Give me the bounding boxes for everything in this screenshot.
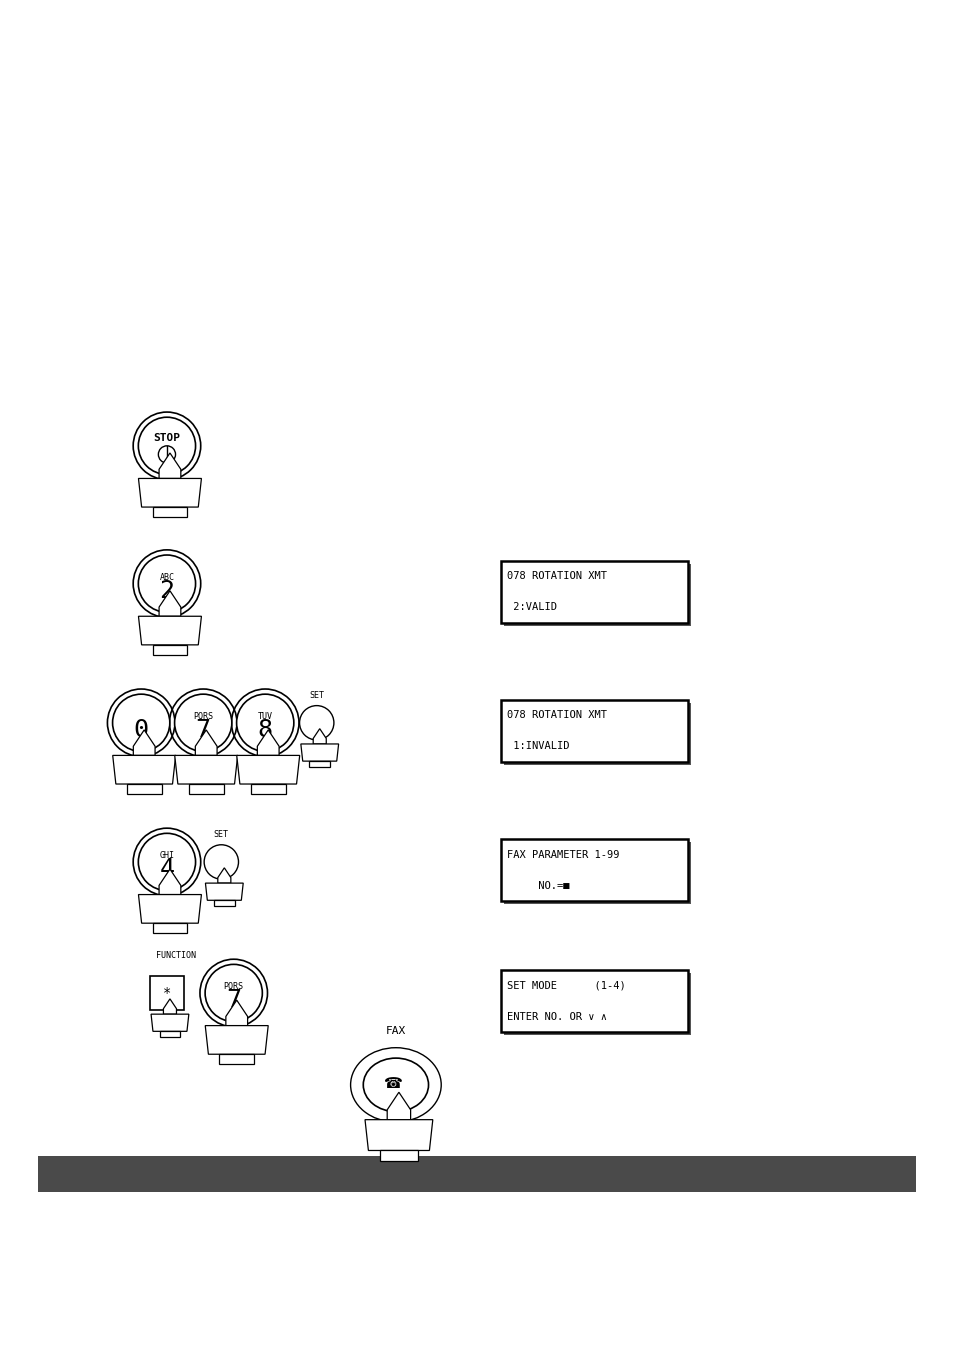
Polygon shape [163, 998, 176, 1015]
Text: PQRS: PQRS [193, 712, 213, 721]
Ellipse shape [363, 1058, 428, 1112]
Text: STOP: STOP [153, 432, 180, 443]
Text: NO.=■: NO.=■ [506, 881, 569, 890]
Text: FAX: FAX [385, 1027, 406, 1036]
Polygon shape [300, 744, 338, 761]
Text: ENTER NO. OR ∨ ∧: ENTER NO. OR ∨ ∧ [506, 1012, 606, 1021]
Text: 4: 4 [159, 857, 174, 881]
Text: PQRS: PQRS [224, 982, 243, 992]
Polygon shape [205, 884, 243, 900]
Text: 2: 2 [159, 578, 174, 603]
Circle shape [205, 965, 262, 1021]
Text: *: * [163, 986, 171, 1000]
Circle shape [299, 705, 334, 740]
FancyBboxPatch shape [152, 507, 187, 517]
Text: FUNCTION: FUNCTION [155, 951, 195, 959]
Polygon shape [174, 755, 237, 784]
Circle shape [138, 555, 195, 612]
FancyBboxPatch shape [219, 1054, 253, 1065]
Polygon shape [195, 730, 217, 755]
Text: 7: 7 [226, 988, 241, 1012]
FancyBboxPatch shape [127, 784, 161, 794]
Circle shape [112, 694, 170, 751]
FancyBboxPatch shape [503, 842, 690, 904]
FancyBboxPatch shape [500, 839, 687, 901]
Polygon shape [138, 478, 201, 507]
Text: 8: 8 [257, 717, 273, 742]
FancyBboxPatch shape [159, 1031, 180, 1038]
FancyBboxPatch shape [251, 784, 285, 794]
Text: FAX PARAMETER 1-99: FAX PARAMETER 1-99 [506, 850, 618, 859]
FancyBboxPatch shape [500, 970, 687, 1032]
Text: SET: SET [309, 690, 324, 700]
Text: 078 ROTATION XMT: 078 ROTATION XMT [506, 571, 606, 581]
FancyBboxPatch shape [189, 784, 223, 794]
FancyBboxPatch shape [309, 761, 330, 767]
Polygon shape [159, 590, 181, 616]
Polygon shape [226, 1000, 248, 1025]
Circle shape [236, 694, 294, 751]
Text: GHI: GHI [159, 851, 174, 861]
FancyBboxPatch shape [152, 923, 187, 934]
Polygon shape [236, 755, 299, 784]
FancyBboxPatch shape [500, 700, 687, 762]
Text: SET: SET [213, 830, 229, 839]
Polygon shape [151, 1015, 189, 1031]
Text: 2:VALID: 2:VALID [506, 603, 557, 612]
Polygon shape [313, 728, 326, 744]
Text: ABC: ABC [159, 573, 174, 582]
FancyBboxPatch shape [150, 975, 184, 1011]
Circle shape [138, 417, 195, 474]
Polygon shape [159, 869, 181, 894]
Text: 1:INVALID: 1:INVALID [506, 742, 569, 751]
Polygon shape [138, 616, 201, 644]
Polygon shape [205, 1025, 268, 1054]
Text: ☎: ☎ [384, 1077, 403, 1092]
Circle shape [174, 694, 232, 751]
Text: 078 ROTATION XMT: 078 ROTATION XMT [506, 711, 606, 720]
FancyBboxPatch shape [213, 900, 234, 907]
FancyBboxPatch shape [500, 561, 687, 623]
Text: 0: 0 [133, 717, 149, 742]
Circle shape [204, 844, 238, 880]
FancyBboxPatch shape [152, 644, 187, 655]
Polygon shape [159, 453, 181, 478]
FancyBboxPatch shape [503, 973, 690, 1035]
Text: 7: 7 [195, 717, 211, 742]
Polygon shape [365, 1120, 433, 1151]
Polygon shape [133, 730, 155, 755]
Polygon shape [138, 894, 201, 923]
Polygon shape [112, 755, 175, 784]
Polygon shape [217, 867, 231, 884]
Polygon shape [257, 730, 279, 755]
Polygon shape [387, 1092, 410, 1120]
Text: TUV: TUV [257, 712, 273, 721]
FancyBboxPatch shape [380, 1151, 417, 1162]
FancyBboxPatch shape [503, 563, 690, 626]
FancyBboxPatch shape [38, 1156, 915, 1192]
Text: SET MODE      (1-4): SET MODE (1-4) [506, 981, 625, 990]
FancyBboxPatch shape [503, 703, 690, 765]
Circle shape [138, 834, 195, 890]
